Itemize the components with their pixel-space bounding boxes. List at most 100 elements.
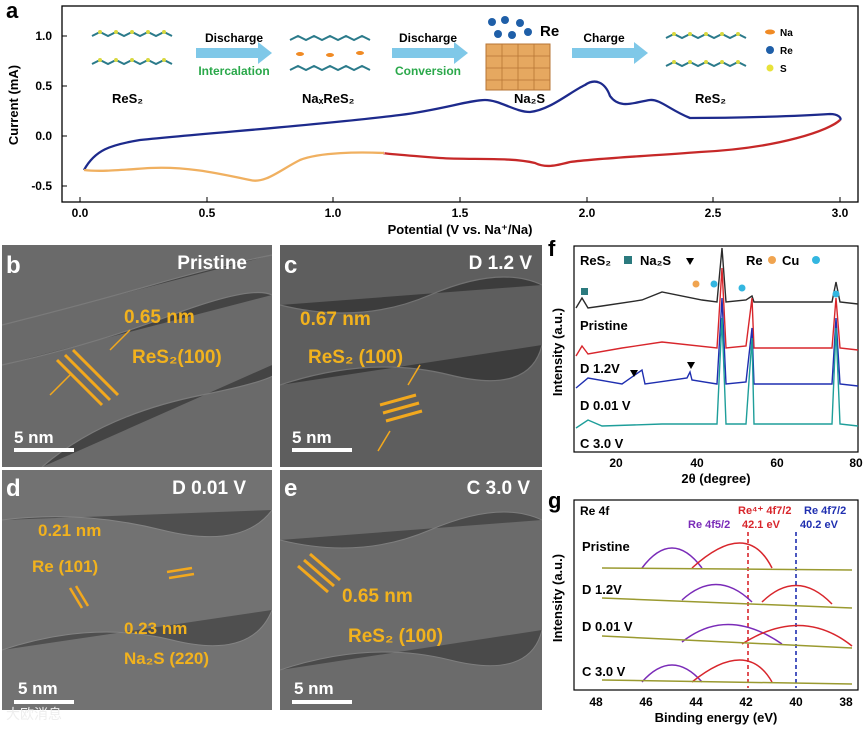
- svg-text:40: 40: [690, 456, 704, 470]
- svg-text:Binding energy (eV): Binding energy (eV): [655, 710, 778, 725]
- svg-text:D 1.2V: D 1.2V: [580, 361, 620, 376]
- xrd-trace-d12: [575, 267, 859, 357]
- tem-e-scale-bar: [292, 700, 352, 704]
- svg-text:0.5: 0.5: [199, 206, 216, 220]
- legend-na2s-triangle-icon: [686, 258, 694, 265]
- xrd-trace-d001: [575, 297, 859, 389]
- panel-a-x-ticks: 0.0 0.5 1.0 1.5 2.0 2.5 3.0: [72, 206, 849, 220]
- tem-c-scale-bar: [292, 448, 352, 452]
- svg-text:Pristine: Pristine: [582, 539, 630, 554]
- svg-text:40: 40: [789, 695, 803, 709]
- tem-d-spacing2: 0.23 nm: [124, 619, 187, 638]
- svg-text:Na₂S: Na₂S: [640, 253, 671, 268]
- cv-curve-discharge-orange: [83, 151, 385, 182]
- schematic-legend: Na Re S: [765, 28, 793, 75]
- legend-s-icon: [766, 64, 774, 72]
- panel-letter-f: f: [548, 238, 556, 261]
- cv-curve-charge: [82, 80, 842, 171]
- panel-a-x-label: Potential (V vs. Na⁺/Na): [388, 222, 533, 237]
- svg-text:1.5: 1.5: [452, 206, 469, 220]
- svg-text:48: 48: [589, 695, 603, 709]
- tem-c-spacing: 0.67 nm: [300, 309, 371, 330]
- svg-text:Intensity (a.u.): Intensity (a.u.): [550, 554, 565, 642]
- panel-a-y-label: Current (mA): [6, 65, 21, 145]
- panel-a-cv-chart: a 1.0 0.5 0.0 -0.5 0.0 0.5 1.0 1.5 2.0 2…: [6, 0, 859, 237]
- panel-letter-c: c: [284, 252, 297, 279]
- svg-text:40.2 eV: 40.2 eV: [800, 519, 839, 531]
- arrow-discharge-intercalation: Discharge Intercalation: [196, 31, 272, 78]
- tem-panel-b: b Pristine 0.65 nm ReS₂(100) 5 nm: [2, 245, 272, 467]
- svg-text:C 3.0 V: C 3.0 V: [582, 664, 626, 679]
- tem-panel-c: c D 1.2 V 0.67 nm ReS₂ (100) 5 nm: [280, 245, 542, 467]
- svg-text:D 0.01 V: D 0.01 V: [582, 619, 633, 634]
- svg-text:Conversion: Conversion: [395, 64, 461, 78]
- legend-res2-square-icon: [624, 256, 632, 264]
- tem-panel-d: d D 0.01 V 0.21 nm Re (101) 0.23 nm Na₂S…: [2, 470, 272, 710]
- xrd-trace-c30: [575, 317, 859, 429]
- panel-a-y-ticks: 1.0 0.5 0.0 -0.5: [31, 29, 52, 193]
- svg-text:0.5: 0.5: [35, 79, 52, 93]
- svg-text:Discharge: Discharge: [205, 31, 263, 45]
- panel-letter-g: g: [548, 488, 561, 513]
- svg-text:Na: Na: [780, 28, 793, 39]
- panel-f-x-label: 2θ (degree): [681, 471, 750, 486]
- schematic-na2s-re: Re Na₂S: [485, 16, 559, 106]
- svg-text:1.0: 1.0: [325, 206, 342, 220]
- tem-e-plane: ReS₂ (100): [348, 626, 443, 647]
- xrd-re-marker: [692, 280, 700, 288]
- svg-text:Re⁴⁺ 4f7/2: Re⁴⁺ 4f7/2: [738, 505, 791, 517]
- tem-b-plane: ReS₂(100): [132, 347, 222, 368]
- svg-text:44: 44: [689, 695, 703, 709]
- legend-na-icon: [765, 29, 775, 35]
- legend-re-icon: [766, 46, 774, 54]
- cv-curve-discharge-red: [382, 119, 841, 168]
- schematic-res2-1: ReS₂: [91, 30, 173, 106]
- tem-e-spacing: 0.65 nm: [342, 586, 413, 607]
- tem-c-scale: 5 nm: [292, 428, 332, 447]
- xrd-res2-marker: [581, 288, 588, 295]
- svg-text:D 1.2V: D 1.2V: [582, 582, 622, 597]
- arrow-charge: Charge: [572, 31, 648, 64]
- panel-letter-a: a: [6, 0, 19, 23]
- svg-text:42: 42: [739, 695, 753, 709]
- tem-b-scale: 5 nm: [14, 428, 54, 447]
- svg-text:1.0: 1.0: [35, 29, 52, 43]
- svg-text:D 0.01 V: D 0.01 V: [580, 398, 631, 413]
- svg-text:ReS₂: ReS₂: [695, 91, 726, 106]
- svg-text:Na₂S: Na₂S: [514, 91, 545, 106]
- svg-text:0.0: 0.0: [72, 206, 89, 220]
- tem-c-title: D 1.2 V: [469, 253, 533, 274]
- svg-text:42.1 eV: 42.1 eV: [742, 519, 781, 531]
- tem-d-title: D 0.01 V: [172, 478, 246, 499]
- svg-text:46: 46: [639, 695, 653, 709]
- svg-text:Re: Re: [780, 46, 793, 57]
- tem-d-plane1: Re (101): [32, 557, 98, 576]
- svg-text:0.0: 0.0: [35, 129, 52, 143]
- svg-text:C 3.0 V: C 3.0 V: [580, 436, 624, 451]
- legend-re-dot-icon: [768, 256, 776, 264]
- tem-b-title: Pristine: [177, 253, 247, 274]
- tem-d-scale-bar: [14, 700, 74, 704]
- panel-g-xps-chart: g Re 4f Intensity (a.u.) 48 46 44 42 40 …: [548, 488, 859, 725]
- svg-text:Intercalation: Intercalation: [198, 64, 269, 78]
- svg-text:ReS₂: ReS₂: [580, 253, 611, 268]
- tem-e-title: C 3.0 V: [467, 478, 531, 499]
- svg-text:Re 4f7/2: Re 4f7/2: [804, 505, 846, 517]
- tem-e-scale: 5 nm: [294, 679, 334, 698]
- panel-f-y-label: Intensity (a.u.): [550, 308, 565, 396]
- panel-letter-b: b: [6, 252, 21, 279]
- svg-text:38: 38: [839, 695, 853, 709]
- svg-text:-0.5: -0.5: [31, 179, 52, 193]
- panel-letter-d: d: [6, 475, 21, 502]
- tem-panel-e: e C 3.0 V 0.65 nm ReS₂ (100) 5 nm: [280, 470, 542, 710]
- svg-text:Re: Re: [746, 253, 763, 268]
- tem-b-spacing: 0.65 nm: [124, 307, 195, 328]
- svg-text:2.5: 2.5: [705, 206, 722, 220]
- svg-text:Discharge: Discharge: [399, 31, 457, 45]
- panel-letter-e: e: [284, 475, 297, 502]
- tem-c-plane: ReS₂ (100): [308, 347, 403, 368]
- svg-text:Re: Re: [540, 23, 559, 40]
- svg-text:3.0: 3.0: [832, 206, 849, 220]
- svg-text:80: 80: [849, 456, 863, 470]
- tem-d-scale: 5 nm: [18, 679, 58, 698]
